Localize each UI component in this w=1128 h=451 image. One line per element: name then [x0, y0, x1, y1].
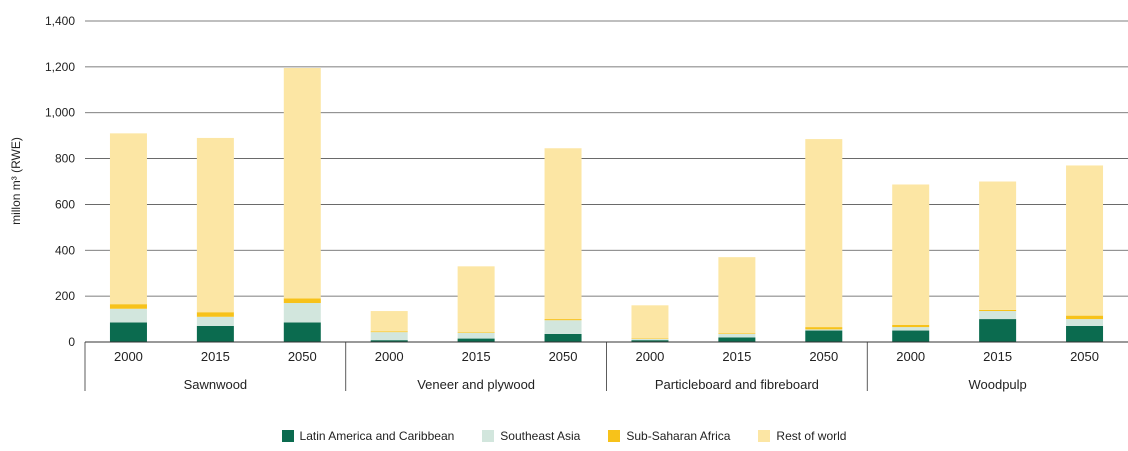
bar-segment: [544, 148, 582, 320]
y-tick-label: 0: [68, 335, 75, 349]
bar-segment: [457, 332, 495, 339]
bar-segment: [457, 266, 495, 333]
bar-segment: [805, 327, 843, 330]
group-label: Particleboard and fibreboard: [655, 377, 819, 392]
bar-segment: [805, 330, 843, 342]
group-label: Woodpulp: [968, 377, 1026, 392]
legend-swatch: [608, 430, 621, 442]
bar-segment: [718, 333, 756, 334]
y-tick-label: 1,000: [45, 106, 75, 120]
legend-label: Latin America and Caribbean: [299, 429, 455, 443]
bar-segment: [457, 332, 495, 333]
bar-segment: [544, 333, 582, 342]
x-tick-label: 2015: [201, 349, 230, 364]
bar-segment: [1066, 165, 1104, 316]
legend-item: Southeast Asia: [482, 429, 580, 443]
x-tick-label: 2000: [375, 349, 404, 364]
bar-segment: [544, 320, 582, 334]
bar-segment: [370, 332, 408, 341]
bar-segment: [979, 311, 1017, 320]
y-axis-ticks: 0 200 400 600 800 1,000 1,200 1,400: [45, 14, 75, 349]
bar-segment: [979, 319, 1017, 342]
x-tick-label: 2000: [114, 349, 143, 364]
legend-swatch: [482, 430, 495, 442]
bar-segment: [109, 133, 147, 305]
bar-segment: [370, 340, 408, 342]
y-tick-label: 800: [55, 152, 75, 166]
bar-segment: [979, 181, 1017, 310]
bar-segment: [283, 298, 321, 304]
y-axis-label: millon m³ (RWE): [9, 137, 23, 225]
bar-segment: [283, 303, 321, 323]
bar-segment: [718, 333, 756, 338]
bar-segment: [1066, 315, 1104, 320]
legend-swatch: [758, 430, 771, 442]
bar-segment: [283, 68, 321, 299]
x-tick-label: 2050: [288, 349, 317, 364]
bar-segment: [805, 139, 843, 328]
legend-label: Sub-Saharan Africa: [626, 429, 731, 443]
bar-segment: [457, 338, 495, 342]
bar-segment: [1066, 325, 1104, 342]
legend-item: Rest of world: [758, 429, 846, 443]
bar-segment: [544, 319, 582, 321]
bar-segment: [196, 312, 234, 317]
bar-segment: [805, 329, 843, 331]
y-tick-label: 600: [55, 197, 75, 211]
group-label: Veneer and plywood: [417, 377, 535, 392]
bar-segment: [109, 322, 147, 342]
group-label: Sawnwood: [184, 377, 248, 392]
legend-swatch: [281, 430, 294, 442]
x-tick-label: 2000: [635, 349, 664, 364]
x-tick-label: 2050: [1070, 349, 1099, 364]
y-tick-label: 1,200: [45, 60, 75, 74]
legend-label: Rest of world: [776, 429, 847, 443]
bar-segment: [109, 304, 147, 309]
bar-segment: [370, 311, 408, 332]
bar-segment: [196, 316, 234, 326]
bar-segment: [718, 337, 756, 342]
x-tick-label: 2015: [983, 349, 1012, 364]
bar-segment: [196, 325, 234, 342]
bar-segment: [979, 309, 1017, 312]
bar-segment: [718, 257, 756, 334]
bars: [109, 68, 1104, 342]
legend-item: Sub-Saharan Africa: [608, 429, 730, 443]
x-tick-label: 2000: [896, 349, 925, 364]
y-tick-label: 1,400: [45, 14, 75, 28]
bar-segment: [109, 308, 147, 323]
x-tick-label: 2050: [549, 349, 578, 364]
y-tick-label: 400: [55, 243, 75, 257]
x-tick-label: 2015: [722, 349, 751, 364]
bar-segment: [631, 305, 669, 339]
bar-segment: [631, 340, 669, 342]
bar-segment: [283, 322, 321, 342]
bar-segment: [370, 331, 408, 333]
x-tick-label: 2015: [462, 349, 491, 364]
bar-segment: [892, 327, 930, 331]
x-axis: 2000 2015 2050 Sawnwood 2000 2015 2050 Veneer a…: [84, 341, 1128, 392]
bar-segment: [631, 339, 669, 341]
bar-segment: [892, 184, 930, 325]
stacked-bar-chart: 0 200 400 600 800 1,000 1,200 1,400 millon m³ (…: [9, 14, 1128, 392]
bar-segment: [892, 324, 930, 328]
bar-segment: [196, 137, 234, 313]
bar-segment: [892, 330, 930, 342]
gridlines: [85, 20, 1128, 297]
y-tick-label: 200: [55, 289, 75, 303]
legend-item: Latin America and Caribbean: [281, 429, 455, 443]
legend: Latin America and Caribbean Southeast Asi…: [0, 429, 1128, 443]
bar-segment: [1066, 319, 1104, 326]
legend-label: Southeast Asia: [500, 429, 581, 443]
x-tick-label: 2050: [809, 349, 838, 364]
